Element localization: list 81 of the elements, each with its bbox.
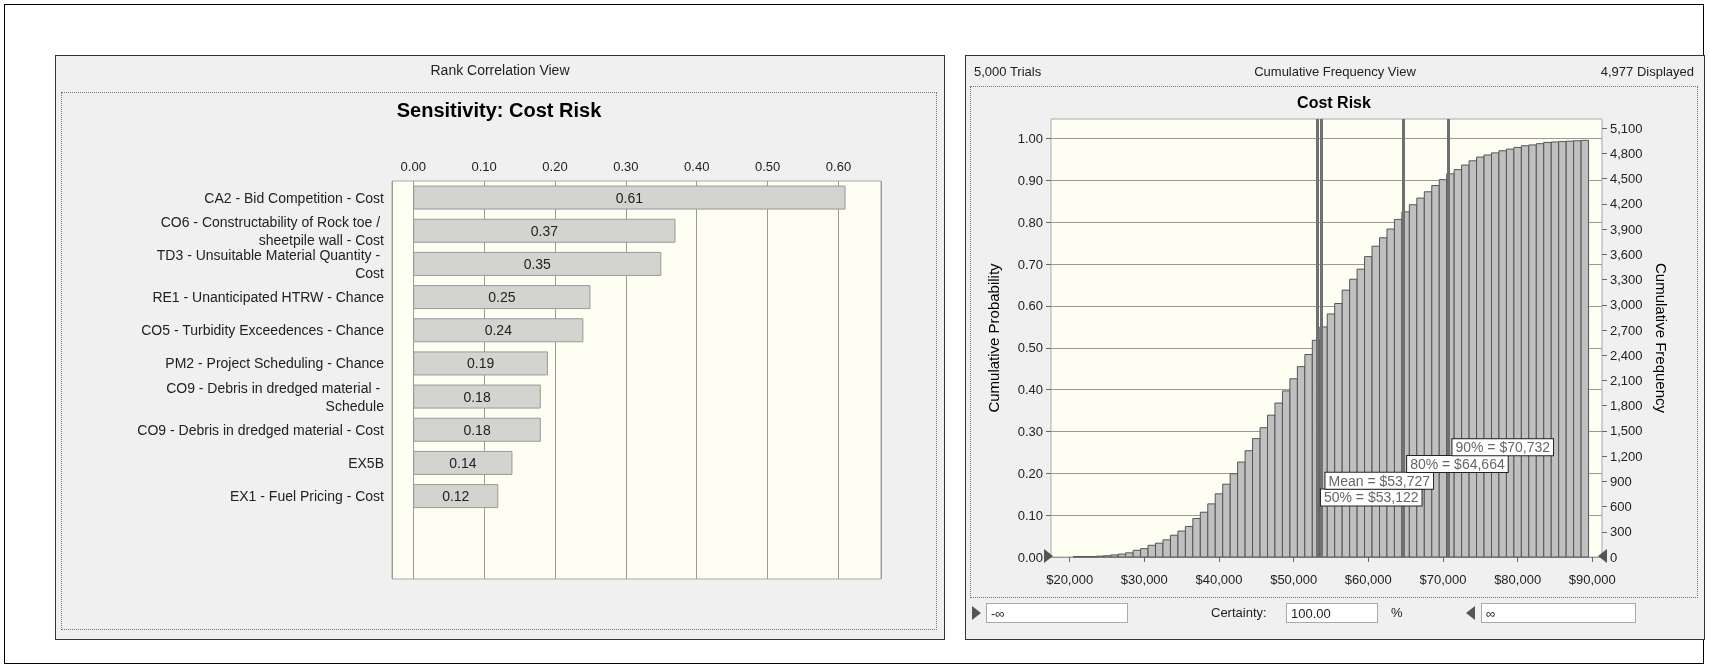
x-tick-label: $20,000 bbox=[1046, 572, 1094, 587]
text: Rank Correlation View bbox=[429, 62, 571, 78]
y2-tick-label: 4,800 bbox=[1610, 145, 1643, 161]
y2-tick-label: 1,800 bbox=[1610, 398, 1643, 414]
data-label: 0.61 bbox=[615, 189, 644, 206]
text: Cumulative Frequency View bbox=[1254, 64, 1416, 79]
x-tick-label: 0.30 bbox=[613, 159, 639, 174]
ref-line-label: 90% = $70,732 bbox=[1455, 439, 1551, 456]
y-tick-label: 1.00 bbox=[1017, 131, 1043, 147]
y-tick-label: RE1 - Unanticipated HTRW - Chance bbox=[152, 289, 385, 306]
y-tick-label: 0.50 bbox=[1017, 340, 1043, 356]
y-tick-label: 0.10 bbox=[1017, 507, 1043, 523]
y2-tick-label: 3,000 bbox=[1610, 297, 1643, 313]
y2-tick-label: 2,700 bbox=[1610, 322, 1643, 338]
y-tick-label: 0.20 bbox=[1017, 465, 1043, 481]
x-tick-label: 0.20 bbox=[542, 159, 568, 174]
data-label: 0.12 bbox=[442, 488, 470, 505]
x-tick-label: $60,000 bbox=[1344, 572, 1392, 587]
y2-axis-title: Cumulative Frequency bbox=[1653, 262, 1670, 414]
y-tick-label: 0.30 bbox=[1017, 424, 1043, 439]
x-tick-label: 0.00 bbox=[400, 159, 426, 174]
x-tick-label: 0.40 bbox=[684, 159, 710, 174]
x-tick-label: $30,000 bbox=[1120, 572, 1168, 587]
data-label: 0.19 bbox=[466, 355, 495, 372]
text: 4,977 Displayed bbox=[1600, 64, 1694, 79]
y2-tick-label: 3,300 bbox=[1610, 272, 1643, 288]
y-tick-label: CO5 - Turbidity Exceedences - Chance bbox=[141, 322, 385, 339]
y2-tick-label: 4,500 bbox=[1610, 171, 1643, 187]
y-tick-label: 0.90 bbox=[1017, 173, 1043, 188]
data-label: 0.18 bbox=[463, 388, 491, 405]
x-tick-label: 0.10 bbox=[471, 159, 497, 174]
x-tick-label: 0.50 bbox=[754, 159, 781, 174]
y2-tick-label: 2,400 bbox=[1610, 347, 1643, 363]
y-tick-label: 0.70 bbox=[1017, 256, 1043, 272]
text: 5,000 Trials bbox=[974, 64, 1042, 79]
x-tick-label: $70,000 bbox=[1419, 572, 1467, 587]
ref-line-label: Mean = $53,727 bbox=[1328, 472, 1431, 489]
text: Certainty: bbox=[1211, 605, 1267, 620]
text: % bbox=[1391, 605, 1403, 620]
y2-tick-label: 900 bbox=[1610, 473, 1632, 489]
chart-title: Sensitivity: Cost Risk bbox=[396, 99, 603, 121]
y2-tick-label: 300 bbox=[1610, 524, 1632, 540]
text: 100.00 bbox=[1286, 603, 1378, 623]
data-label: 0.25 bbox=[488, 289, 516, 306]
x-tick-label: 0.60 bbox=[825, 159, 852, 174]
data-label: 0.24 bbox=[484, 322, 513, 339]
y-tick-label: 0.80 bbox=[1017, 214, 1043, 230]
ref-line-label: 50% = $53,122 bbox=[1323, 489, 1419, 506]
x-tick-label: $80,000 bbox=[1494, 572, 1542, 587]
y-axis-title: Cumulative Probability bbox=[985, 262, 1002, 413]
y-tick-label: CA2 - Bid Competition - Cost bbox=[204, 189, 385, 206]
x-tick-label: $50,000 bbox=[1270, 572, 1318, 587]
data-label: 0.18 bbox=[463, 421, 491, 438]
y2-tick-label: 0 bbox=[1610, 549, 1618, 565]
ref-line-label: 80% = $64,664 bbox=[1410, 455, 1505, 472]
y-tick-label: CO9 - Debris in dredged material - Schedule bbox=[166, 379, 385, 414]
y2-tick-label: 600 bbox=[1610, 499, 1632, 515]
y2-tick-label: 2,100 bbox=[1610, 372, 1643, 388]
x-tick-label: $90,000 bbox=[1568, 572, 1616, 587]
y-tick-label: TD3 - Unsuitable Material Quantity - Cost bbox=[156, 246, 385, 281]
y-tick-label: CO6 - Constructability of Rock toe / sheetpile wall - Cost bbox=[160, 213, 385, 248]
data-label: 0.35 bbox=[523, 255, 552, 272]
x-tick-label: $40,000 bbox=[1195, 572, 1243, 587]
y-tick-label: 0.00 bbox=[1017, 549, 1043, 565]
chart-title: Cost Risk bbox=[1297, 93, 1371, 111]
data-label: 0.37 bbox=[530, 222, 559, 239]
y-tick-label: CO9 - Debris in dredged material - Cost bbox=[137, 421, 385, 438]
y-tick-label: 0.60 bbox=[1017, 298, 1043, 314]
y2-tick-label: 3,600 bbox=[1610, 246, 1643, 262]
data-label: 0.14 bbox=[449, 454, 477, 471]
y-tick-label: EX1 - Fuel Pricing - Cost bbox=[229, 488, 385, 505]
y2-tick-label: 3,900 bbox=[1610, 221, 1643, 237]
y2-tick-label: 1,500 bbox=[1610, 423, 1643, 439]
y2-tick-label: 5,100 bbox=[1610, 120, 1643, 136]
y-tick-label: 0.40 bbox=[1017, 382, 1043, 398]
y-tick-label: PM2 - Project Scheduling - Chance bbox=[165, 355, 385, 372]
text: ∞ bbox=[1481, 603, 1636, 623]
y2-tick-label: 1,200 bbox=[1610, 448, 1643, 464]
y2-tick-label: 4,200 bbox=[1610, 196, 1643, 212]
y-tick-label: EX5B bbox=[348, 454, 384, 471]
text: -∞ bbox=[986, 603, 1128, 623]
